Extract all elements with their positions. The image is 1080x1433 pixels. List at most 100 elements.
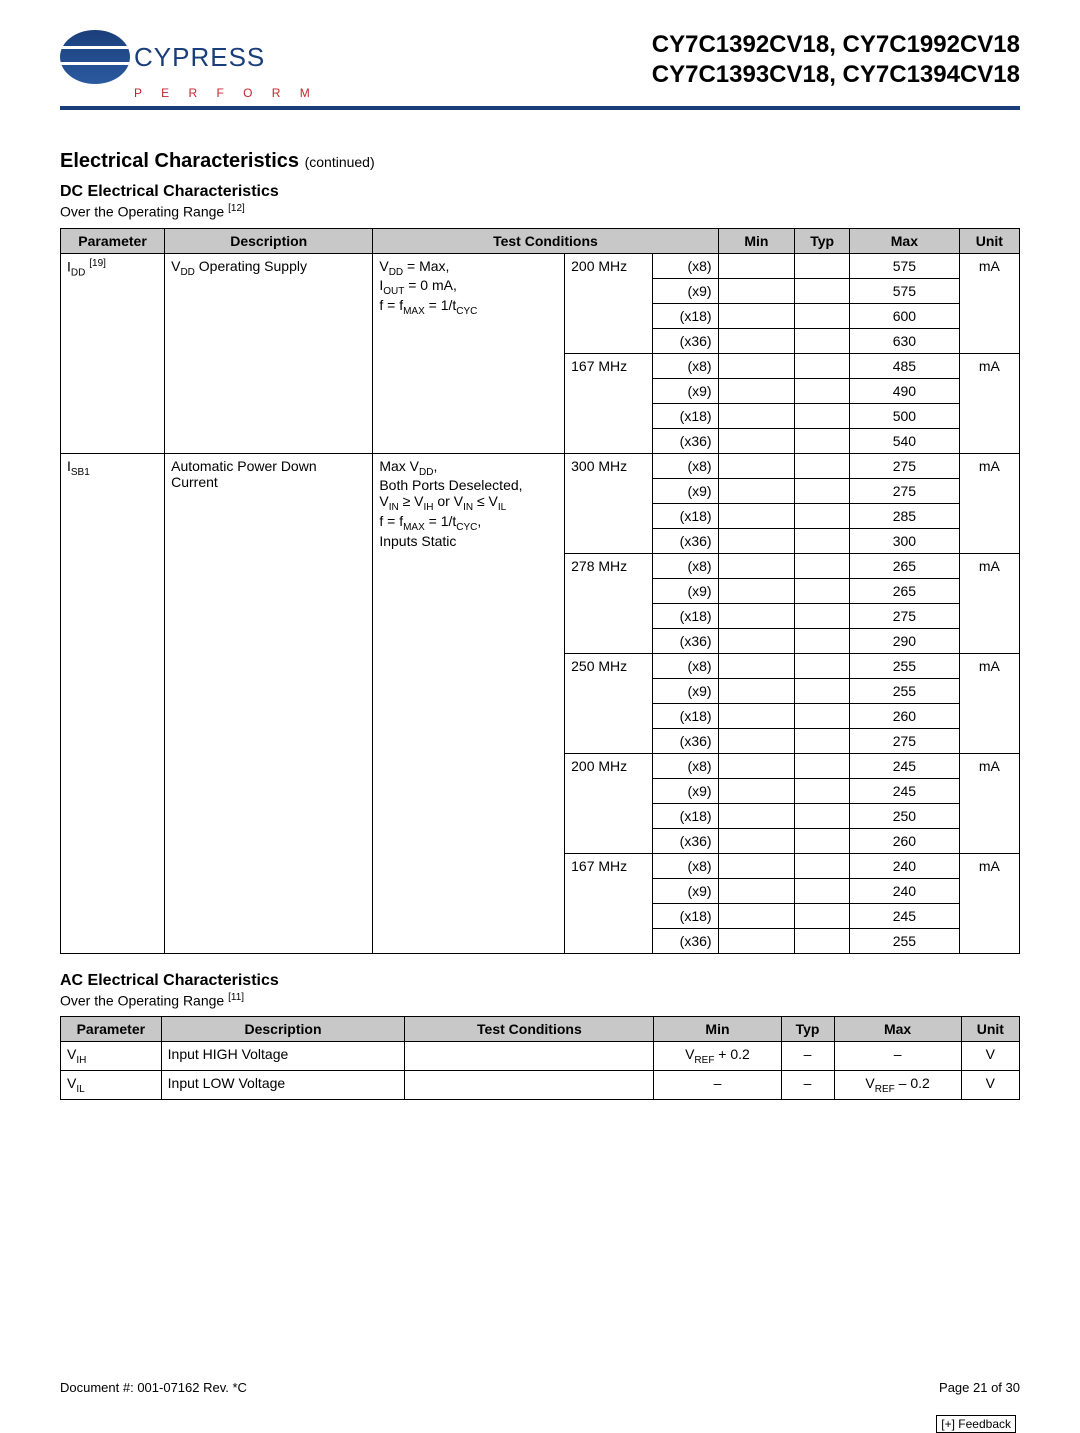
- cell-frequency: 167 MHz: [565, 853, 653, 953]
- cell-typ: [795, 753, 850, 778]
- table-row: VIHInput HIGH VoltageVREF + 0.2––V: [61, 1042, 1020, 1071]
- cell-typ: [795, 453, 850, 478]
- cell-min: [718, 328, 795, 353]
- cell-max: 500: [850, 403, 960, 428]
- company-name: CYPRESS: [134, 42, 265, 73]
- cell-max: VREF – 0.2: [834, 1071, 961, 1100]
- cell-min: [718, 878, 795, 903]
- cell-typ: [795, 503, 850, 528]
- cell-width: (x36): [652, 928, 718, 953]
- cell-typ: [795, 353, 850, 378]
- cell-max: 300: [850, 528, 960, 553]
- cell-frequency: 250 MHz: [565, 653, 653, 753]
- col-max: Max: [850, 228, 960, 253]
- cell-max: 255: [850, 678, 960, 703]
- col-min: Min: [718, 228, 795, 253]
- doc-number: Document #: 001-07162 Rev. *C: [60, 1380, 247, 1395]
- cell-max: –: [834, 1042, 961, 1071]
- cell-min: [718, 353, 795, 378]
- cell-min: [718, 678, 795, 703]
- cell-condition: [405, 1042, 654, 1071]
- cell-typ: [795, 303, 850, 328]
- cell-max: 630: [850, 328, 960, 353]
- ac-table: Parameter Description Test Conditions Mi…: [60, 1016, 1020, 1100]
- cell-width: (x9): [652, 778, 718, 803]
- cell-typ: [795, 653, 850, 678]
- cell-width: (x9): [652, 278, 718, 303]
- cell-min: [718, 928, 795, 953]
- cell-min: [718, 278, 795, 303]
- dc-header-row: Parameter Description Test Conditions Mi…: [61, 228, 1020, 253]
- cell-typ: [795, 728, 850, 753]
- col-test-conditions: Test Conditions: [373, 228, 718, 253]
- cell-unit: mA: [959, 853, 1019, 953]
- cell-width: (x36): [652, 328, 718, 353]
- dc-table: Parameter Description Test Conditions Mi…: [60, 228, 1020, 954]
- cell-typ: [795, 578, 850, 603]
- cell-unit: mA: [959, 453, 1019, 553]
- cell-description: Input LOW Voltage: [161, 1071, 405, 1100]
- header-rule: [60, 106, 1020, 110]
- cell-max: 485: [850, 353, 960, 378]
- cell-max: 275: [850, 453, 960, 478]
- cell-description: Input HIGH Voltage: [161, 1042, 405, 1071]
- cell-width: (x9): [652, 578, 718, 603]
- cell-width: (x36): [652, 528, 718, 553]
- cell-width: (x18): [652, 503, 718, 528]
- cell-max: 245: [850, 903, 960, 928]
- cell-width: (x8): [652, 553, 718, 578]
- cell-min: [718, 703, 795, 728]
- ac-range-note: Over the Operating Range [11]: [60, 992, 1020, 1009]
- col-test-conditions: Test Conditions: [405, 1017, 654, 1042]
- cell-min: [718, 653, 795, 678]
- cell-width: (x8): [652, 453, 718, 478]
- cell-max: 290: [850, 628, 960, 653]
- cell-max: 255: [850, 928, 960, 953]
- cell-max: 255: [850, 653, 960, 678]
- cell-min: [718, 528, 795, 553]
- cell-typ: [795, 403, 850, 428]
- col-max: Max: [834, 1017, 961, 1042]
- cell-unit: V: [961, 1071, 1019, 1100]
- cell-typ: [795, 603, 850, 628]
- cell-typ: [795, 478, 850, 503]
- cell-width: (x8): [652, 353, 718, 378]
- cell-typ: [795, 703, 850, 728]
- cell-width: (x36): [652, 628, 718, 653]
- cell-max: 265: [850, 553, 960, 578]
- cell-width: (x8): [652, 853, 718, 878]
- cell-width: (x18): [652, 703, 718, 728]
- cell-max: 240: [850, 853, 960, 878]
- cell-max: 275: [850, 603, 960, 628]
- cell-width: (x36): [652, 828, 718, 853]
- cell-typ: –: [781, 1042, 834, 1071]
- cell-width: (x36): [652, 728, 718, 753]
- cell-parameter: VIH: [61, 1042, 162, 1071]
- cell-frequency: 300 MHz: [565, 453, 653, 553]
- cell-max: 285: [850, 503, 960, 528]
- section-title: Electrical Characteristics (continued): [60, 150, 1020, 173]
- cell-max: 575: [850, 253, 960, 278]
- cell-unit: mA: [959, 353, 1019, 453]
- cell-typ: [795, 378, 850, 403]
- cell-max: 275: [850, 728, 960, 753]
- col-unit: Unit: [961, 1017, 1019, 1042]
- cell-min: [718, 478, 795, 503]
- part-numbers: CY7C1392CV18, CY7C1992CV18 CY7C1393CV18,…: [652, 30, 1020, 90]
- cell-max: 575: [850, 278, 960, 303]
- cell-min: VREF + 0.2: [654, 1042, 781, 1071]
- cell-condition: Max VDD,Both Ports Deselected,VIN ≥ VIH …: [373, 453, 565, 953]
- feedback-button[interactable]: [+] Feedback: [936, 1415, 1016, 1433]
- cell-width: (x18): [652, 303, 718, 328]
- company-tagline: P E R F O R M: [134, 86, 318, 100]
- cell-unit: mA: [959, 653, 1019, 753]
- cell-min: [718, 553, 795, 578]
- dc-range-note: Over the Operating Range [12]: [60, 203, 1020, 220]
- cell-description: VDD Operating Supply: [165, 253, 373, 453]
- cell-typ: [795, 628, 850, 653]
- cell-max: 250: [850, 803, 960, 828]
- cell-typ: [795, 903, 850, 928]
- cell-width: (x9): [652, 378, 718, 403]
- cell-max: 490: [850, 378, 960, 403]
- ac-heading: AC Electrical Characteristics: [60, 972, 1020, 990]
